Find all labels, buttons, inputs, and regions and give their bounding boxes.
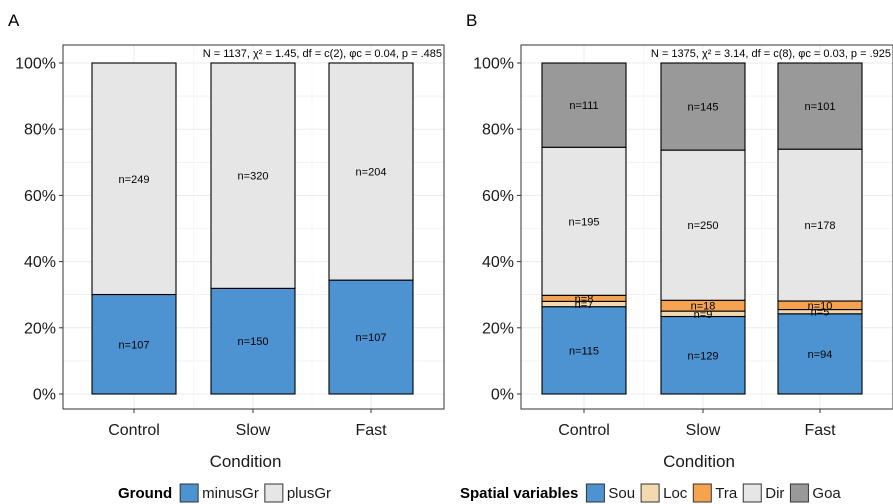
bar-data-label: n=8 [575,293,594,305]
bar-data-label: n=18 [691,301,716,313]
stats-label: N = 1137, χ² = 1.45, df = c(2), φc = 0.0… [203,48,442,60]
legend-title: Ground [118,485,172,502]
legend-swatch [742,483,762,503]
bar-segment [210,287,296,395]
bar-data-label: n=7 [575,299,594,311]
legend-item-label: Sou [608,485,635,502]
bar-segment [660,62,746,151]
y-tick-label: 40% [24,254,56,271]
legend-swatch [692,483,712,503]
legend-item-label: Goa [812,485,841,502]
y-tick-label: 60% [482,188,514,205]
bar-segment [541,146,627,296]
bar-data-label: n=107 [119,339,150,351]
bar-data-label: n=10 [808,300,833,312]
y-tick-label: 100% [15,56,56,73]
y-tick-label: 20% [482,320,514,337]
legend-swatch [179,483,199,503]
bar-data-label: n=320 [238,171,269,183]
x-tick-label: Control [108,422,160,439]
bar-segment [777,62,863,150]
y-tick-label: 80% [482,122,514,139]
x-tick-label: Control [558,422,610,439]
x-tick-label: Fast [355,422,387,439]
legend-swatch [264,483,284,503]
y-tick-label: 60% [24,188,56,205]
bar-data-label: n=107 [356,332,387,344]
bar-data-label: n=129 [688,350,719,362]
legend-item-label: plusGr [287,485,331,502]
bar-data-label: n=150 [238,336,269,348]
legend-item-label: Tra [715,485,738,502]
bar-segment [210,62,296,289]
bar-segment [91,62,177,296]
legend-item-label: minusGr [202,485,259,502]
bar-data-label: n=145 [688,102,719,114]
bar-segment [660,149,746,301]
bar-data-label: n=178 [805,220,836,232]
legend-title: Spatial variables [460,485,578,502]
y-tick-label: 100% [473,56,514,73]
bar-segment [660,315,746,395]
bar-data-label: n=94 [808,349,833,361]
panel-letter: B [466,11,477,30]
bar-data-label: n=101 [805,101,836,113]
bar-data-label: n=195 [569,216,600,228]
y-tick-label: 80% [24,122,56,139]
bar-data-label: n=204 [356,167,387,179]
legend-swatch [789,483,809,503]
x-axis-title: Condition [663,452,735,471]
panel-letter: A [8,11,20,30]
plot-border [520,44,893,410]
stats-label: N = 1375, χ² = 3.14, df = c(8), φc = 0.0… [651,48,891,60]
y-tick-label: 0% [491,387,514,404]
bar-data-label: n=249 [119,174,150,186]
legend-item-label: Dir [765,485,784,502]
bar-data-label: n=111 [569,100,598,112]
bar-data-label: n=115 [569,345,599,357]
legend-swatch [640,483,660,503]
y-tick-label: 0% [33,387,56,404]
x-tick-label: Slow [236,422,271,439]
bar-segment [541,62,627,148]
bar-segment [777,148,863,302]
x-tick-label: Fast [804,422,836,439]
bar-segment [777,313,863,395]
bar-segment [328,279,414,395]
x-axis-title: Condition [210,452,282,471]
bar-data-label: n=250 [688,220,719,232]
bar-segment [328,62,414,281]
y-tick-label: 40% [482,254,514,271]
y-tick-label: 20% [24,320,56,337]
bar-data-label: n=9 [694,309,713,321]
x-tick-label: Slow [686,422,721,439]
legend-swatch [585,483,605,503]
legend-item-label: Loc [663,485,688,502]
